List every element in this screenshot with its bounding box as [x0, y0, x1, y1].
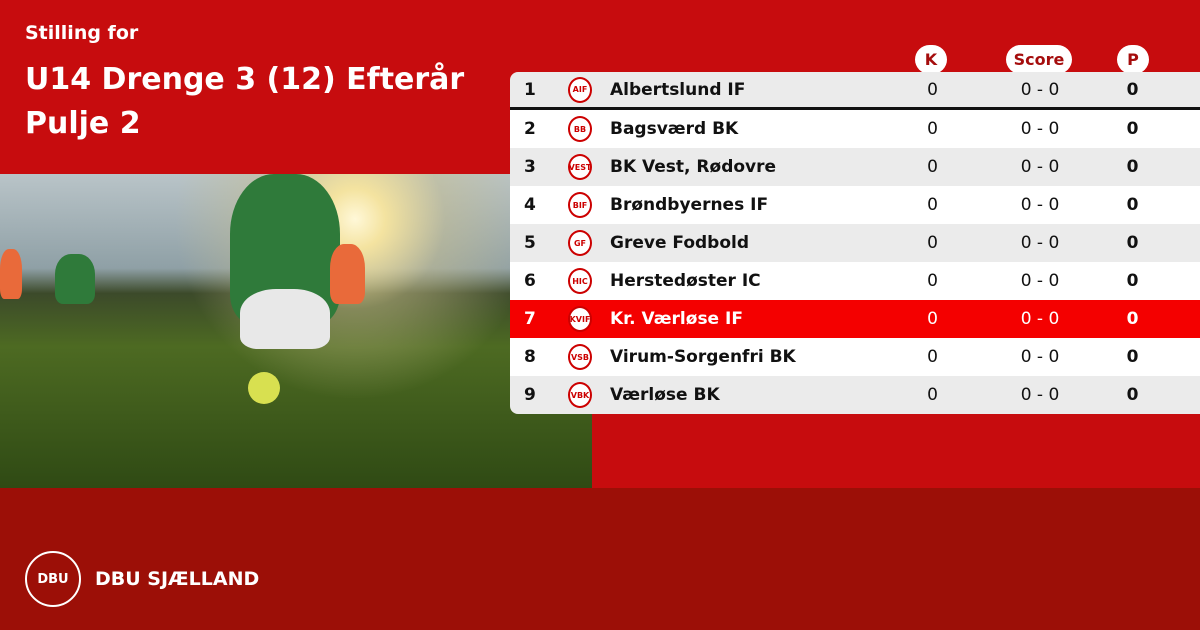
position: 6 — [524, 271, 536, 291]
column-header-score: Score — [1006, 45, 1072, 74]
table-row[interactable]: 3 VEST BK Vest, Rødovre 0 0 - 0 0 — [510, 148, 1200, 186]
score: 0 - 0 — [1020, 195, 1060, 215]
score: 0 - 0 — [1020, 157, 1060, 177]
team-name: Bagsværd BK — [610, 119, 739, 139]
team-name: Kr. Værløse IF — [610, 309, 743, 329]
subtitle: Stilling for — [25, 22, 139, 44]
team-logo-icon: VSB — [568, 344, 592, 370]
matches-played: 0 — [927, 157, 938, 177]
table-row[interactable]: 9 VBK Værløse BK 0 0 - 0 0 — [510, 376, 1200, 414]
points: 0 — [1126, 309, 1139, 329]
matches-played: 0 — [927, 309, 938, 329]
position: 5 — [524, 233, 536, 253]
position: 9 — [524, 385, 536, 405]
standings-table: 1 AIF Albertslund IF 0 0 - 0 0 2 BB Bagsværd BK 0… — [510, 72, 1200, 414]
table-row[interactable]: 7 KVIF Kr. Værløse IF 0 0 - 0 0 — [510, 300, 1200, 338]
team-name: Herstedøster IC — [610, 271, 761, 291]
score: 0 - 0 — [1020, 347, 1060, 367]
table-row[interactable]: 4 BIF Brøndbyernes IF 0 0 - 0 0 — [510, 186, 1200, 224]
team-name: Albertslund IF — [610, 79, 746, 100]
team-logo-icon: GF — [568, 230, 592, 256]
points: 0 — [1126, 385, 1139, 405]
matches-played: 0 — [927, 347, 938, 367]
table-row[interactable]: 1 AIF Albertslund IF 0 0 - 0 0 — [510, 72, 1200, 110]
points: 0 — [1126, 347, 1139, 367]
matches-played: 0 — [927, 195, 938, 215]
matches-played: 0 — [927, 385, 938, 405]
team-logo-icon: BB — [568, 116, 592, 142]
page-title: U14 Drenge 3 (12) Efterår Pulje 2 — [25, 62, 465, 141]
team-logo-icon: HIC — [568, 268, 592, 294]
team-logo-icon: VBK — [568, 382, 592, 408]
points: 0 — [1126, 79, 1139, 100]
score: 0 - 0 — [1020, 271, 1060, 291]
matches-played: 0 — [927, 79, 938, 100]
team-name: BK Vest, Rødovre — [610, 157, 777, 177]
team-logo-icon: AIF — [568, 76, 592, 103]
points: 0 — [1126, 157, 1139, 177]
team-logo-icon: VEST — [568, 154, 592, 180]
footer-area — [0, 488, 1200, 630]
matches-played: 0 — [927, 233, 938, 253]
position: 3 — [524, 157, 536, 177]
position: 2 — [524, 119, 536, 139]
table-row[interactable]: 2 BB Bagsværd BK 0 0 - 0 0 — [510, 110, 1200, 148]
position: 4 — [524, 195, 536, 215]
score: 0 - 0 — [1020, 119, 1060, 139]
points: 0 — [1126, 119, 1139, 139]
score: 0 - 0 — [1020, 309, 1060, 329]
team-logo-icon: KVIF — [568, 306, 592, 332]
score: 0 - 0 — [1020, 79, 1060, 100]
table-row[interactable]: 8 VSB Virum-Sorgenfri BK 0 0 - 0 0 — [510, 338, 1200, 376]
points: 0 — [1126, 233, 1139, 253]
dbu-logo: DBU — [25, 551, 81, 607]
brand-name: DBU SJÆLLAND — [95, 568, 260, 590]
score: 0 - 0 — [1020, 233, 1060, 253]
position: 1 — [524, 79, 536, 100]
points: 0 — [1126, 195, 1139, 215]
team-name: Brøndbyernes IF — [610, 195, 769, 215]
position: 7 — [524, 309, 536, 329]
column-header-k: K — [915, 45, 947, 74]
table-row[interactable]: 6 HIC Herstedøster IC 0 0 - 0 0 — [510, 262, 1200, 300]
matches-played: 0 — [927, 119, 938, 139]
column-header-p: P — [1117, 45, 1149, 74]
football-photo — [0, 174, 592, 488]
table-row[interactable]: 5 GF Greve Fodbold 0 0 - 0 0 — [510, 224, 1200, 262]
matches-played: 0 — [927, 271, 938, 291]
team-logo-icon: BIF — [568, 192, 592, 218]
points: 0 — [1126, 271, 1139, 291]
team-name: Virum-Sorgenfri BK — [610, 347, 796, 367]
position: 8 — [524, 347, 536, 367]
team-name: Værløse BK — [610, 385, 720, 405]
score: 0 - 0 — [1020, 385, 1060, 405]
team-name: Greve Fodbold — [610, 233, 750, 253]
